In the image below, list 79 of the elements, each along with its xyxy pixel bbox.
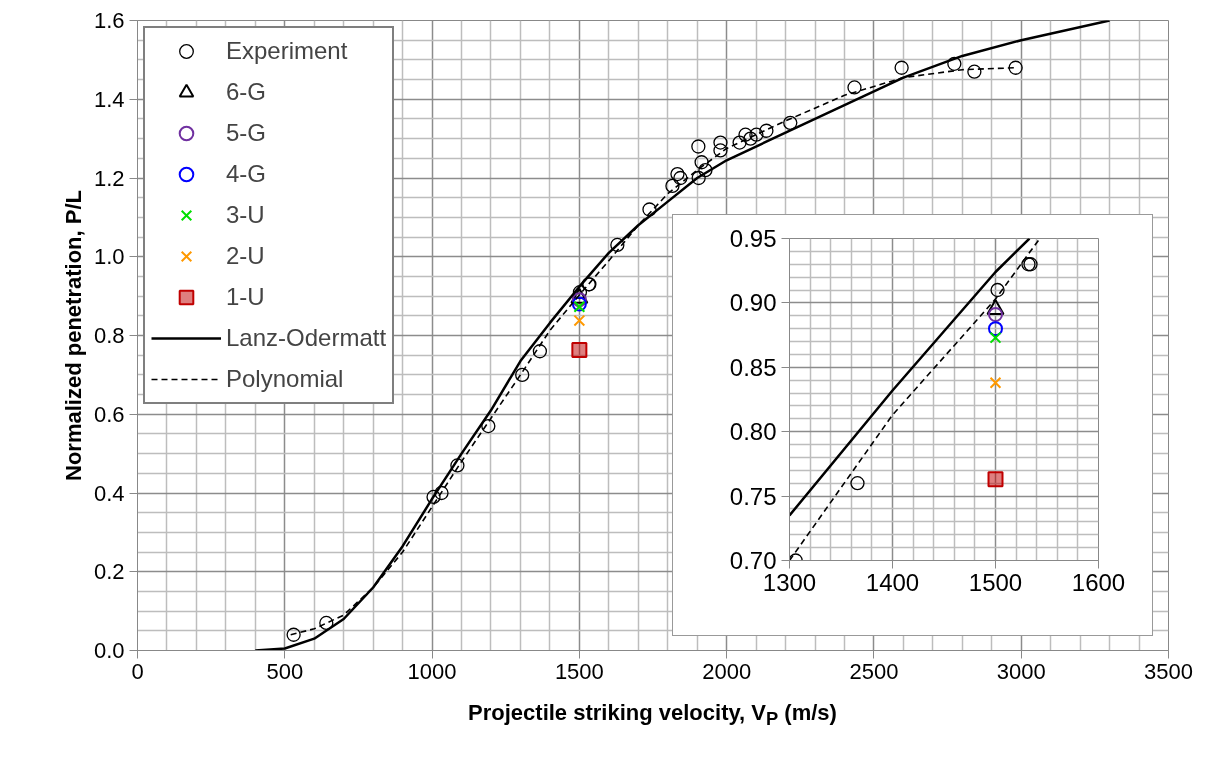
legend-label: Polynomial [226,364,344,394]
x-tick-label: 1400 [865,568,920,596]
point [673,170,688,186]
point [783,115,798,131]
point [434,485,449,501]
y-tick-label: 1.2 [93,165,125,191]
y-tick-label: 0.80 [729,418,777,446]
point [749,127,764,142]
point [571,342,588,359]
x-tick-label: 2500 [849,658,899,684]
point [694,155,709,170]
point [989,376,1002,389]
legend-label: 1-U [226,282,265,312]
point [642,202,657,217]
x-tick-label: 500 [266,658,304,684]
x-tick-label: 3000 [996,658,1046,684]
point [947,56,962,71]
point [847,80,862,95]
y-axis-title: Normalized penetration, P/L [60,190,86,481]
point [988,321,1003,337]
legend-label: 6-G [226,77,267,107]
x-tick-label: 0 [131,658,144,684]
point [573,314,586,327]
point [532,344,548,359]
y-tick-label: 0.0 [93,638,125,663]
x-axis-title: Projectile striking velocity, V$_{P}$ (m/s) [467,700,838,731]
y-tick-label: 0.75 [729,482,777,510]
x-tick-label: 3500 [1144,658,1193,684]
point [759,123,774,138]
legend-label: Experiment [226,36,348,66]
point [515,367,530,383]
point [713,143,728,158]
y-tick-label: 1.4 [93,86,125,112]
legend-label: Lanz-Odermatt [226,323,387,353]
point [691,139,706,154]
point [670,166,685,182]
point [319,615,334,631]
point [989,331,1002,344]
point [1008,60,1023,75]
point [988,307,1003,322]
point [713,135,728,150]
y-tick-label: 0.2 [93,559,125,585]
point [987,471,1004,488]
y-tick-label: 0.8 [93,323,125,348]
point [286,627,301,642]
y-tick-label: 0.4 [93,480,125,506]
x-tick-label: 1600 [1071,568,1126,596]
point [573,300,586,313]
line-series [789,238,1031,517]
legend-label: 2-U [226,241,265,271]
legend-label: 3-U [226,200,265,230]
point [850,476,865,491]
point [481,418,496,434]
y-tick-label: 0.6 [93,401,125,427]
point [571,296,587,312]
x-tick-label: 1500 [968,568,1023,596]
point [967,64,982,79]
point [426,489,441,505]
y-tick-label: 0.95 [729,225,777,252]
x-tick-label: 1000 [407,658,457,684]
x-tick-label: 1500 [554,658,604,684]
point [732,135,747,150]
y-tick-label: 0.90 [729,289,777,317]
x-tick-label: 2000 [702,658,752,684]
point [610,237,625,253]
point [990,282,1005,298]
legend-label: 4-G [226,159,267,189]
y-tick-label: 0.85 [729,353,777,381]
point [571,292,587,308]
point [894,60,909,75]
point [743,131,758,146]
y-tick-label: 1.0 [93,244,125,270]
point [665,178,680,194]
point [691,170,706,186]
point [738,127,753,142]
point [698,162,713,178]
y-tick-label: 1.6 [93,8,125,33]
legend-label: 5-G [226,118,267,148]
point [450,458,465,473]
